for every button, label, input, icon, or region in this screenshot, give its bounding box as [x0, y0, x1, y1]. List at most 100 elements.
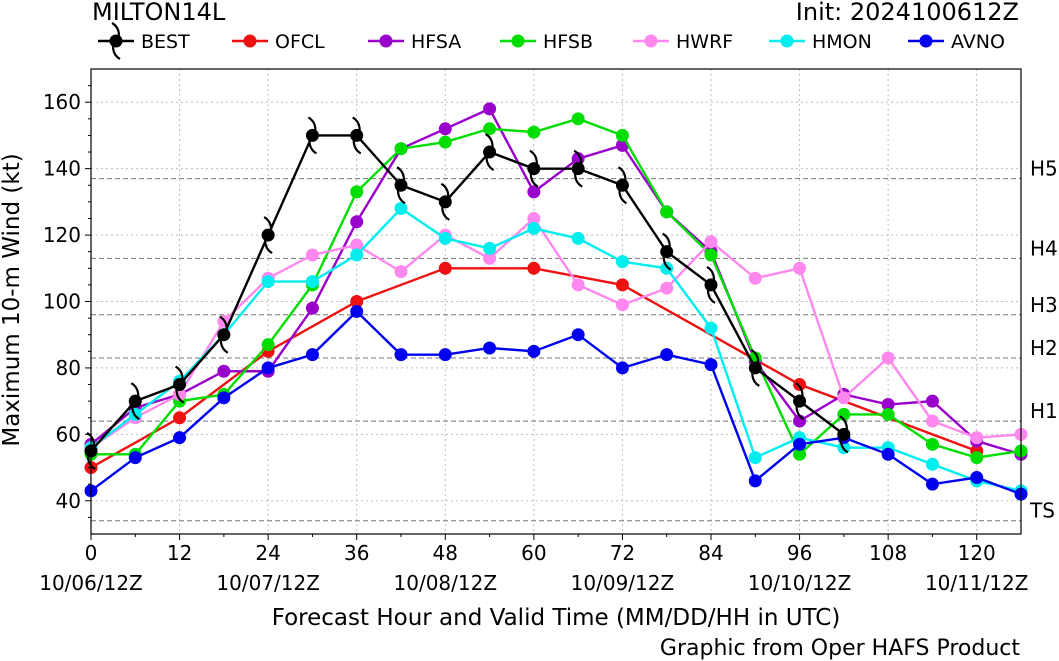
threshold-label: H1	[1030, 399, 1058, 423]
legend-marker	[780, 34, 794, 48]
series-point	[527, 344, 541, 358]
series-point	[704, 358, 718, 372]
series-line	[90, 216, 1022, 449]
series-point	[660, 348, 674, 362]
series-point	[527, 125, 541, 139]
x-date-label: 10/11/12Z	[925, 571, 1029, 595]
legend-item-hfsa: HFSA	[368, 31, 461, 53]
series-point	[704, 321, 718, 335]
x-tick-label: 120	[958, 541, 996, 565]
series-point	[615, 128, 629, 142]
series-point	[527, 221, 541, 235]
legend-marker	[919, 34, 933, 48]
series-point	[350, 304, 364, 318]
series-point	[615, 278, 629, 292]
legend-item-ofcl: OFCL	[232, 31, 325, 53]
series-point	[173, 431, 187, 445]
series-point	[837, 391, 851, 405]
series-point	[128, 451, 142, 465]
series-point	[261, 361, 275, 375]
series-point	[615, 361, 629, 375]
series-point	[793, 447, 807, 461]
threshold-label: H4	[1030, 236, 1058, 260]
series-point	[571, 278, 585, 292]
series-point	[660, 281, 674, 295]
x-axis-label: Forecast Hour and Valid Time (MM/DD/HH i…	[272, 605, 841, 631]
y-tick-label: 60	[56, 422, 81, 446]
series-point	[350, 238, 364, 252]
legend-label: BEST	[141, 31, 190, 53]
series-point	[571, 328, 585, 342]
series-point	[261, 275, 275, 289]
hurricane-symbol-icon	[793, 382, 807, 421]
y-tick-label: 160	[43, 90, 81, 114]
series-point	[305, 248, 319, 262]
series-line	[90, 107, 1022, 456]
series-point	[438, 231, 452, 245]
hurricane-symbol-icon	[217, 315, 231, 354]
x-tick-label: 12	[167, 541, 192, 565]
x-date-label: 10/08/12Z	[394, 571, 498, 595]
series-point	[881, 397, 895, 411]
series-line	[91, 117, 1022, 459]
series-point	[970, 471, 984, 485]
series-point	[217, 364, 231, 378]
legend-label: HFSB	[543, 31, 593, 53]
series-point	[438, 261, 452, 275]
series-point	[925, 457, 939, 471]
storm-name-title: MILTON14L	[92, 0, 226, 26]
y-axis-label: Maximum 10-m Wind (kt)	[0, 153, 25, 446]
y-tick-label: 80	[56, 356, 81, 380]
x-date-label: 10/07/12Z	[216, 571, 320, 595]
series-point	[483, 251, 497, 265]
series-hwrf	[84, 211, 1028, 455]
series-point	[483, 241, 497, 255]
x-date-label: 10/06/12Z	[39, 571, 143, 595]
series-point	[925, 437, 939, 451]
x-tick-label: 96	[787, 541, 812, 565]
series-point	[793, 378, 807, 392]
legend-item-avno: AVNO	[908, 31, 1005, 53]
hurricane-symbol-icon	[128, 382, 142, 421]
series-point	[350, 185, 364, 199]
series-point	[394, 202, 408, 215]
series-point	[615, 298, 629, 312]
x-date-label: 10/10/12Z	[748, 571, 852, 595]
series-point	[394, 265, 408, 279]
legend-label: HWRF	[676, 31, 733, 53]
x-tick-label: 36	[344, 541, 369, 565]
series-point	[438, 135, 452, 149]
series-point	[660, 205, 674, 219]
series-point	[925, 394, 939, 408]
legend-marker	[379, 34, 393, 48]
series-layer	[84, 102, 1028, 501]
legend-label: AVNO	[951, 31, 1005, 53]
threshold-label: TS	[1029, 499, 1055, 523]
series-point	[925, 477, 939, 491]
series-point	[305, 301, 319, 315]
hurricane-symbol-icon	[615, 166, 629, 205]
series-point	[438, 348, 452, 362]
threshold-label: H5	[1030, 157, 1058, 181]
series-point	[970, 451, 984, 465]
y-tick-label: 40	[56, 489, 81, 513]
series-point	[350, 295, 364, 308]
credit-text: Graphic from Oper HAFS Product	[660, 636, 1020, 661]
series-line	[90, 206, 1022, 492]
legend-item-hwrf: HWRF	[633, 31, 733, 53]
series-point	[350, 248, 364, 262]
series-point	[748, 451, 762, 465]
hurricane-symbol-icon	[261, 216, 275, 255]
series-point	[881, 447, 895, 461]
legend-label: HFSA	[411, 31, 461, 53]
hurricane-symbol-icon	[527, 149, 541, 188]
x-tick-label: 108	[869, 541, 907, 565]
series-avno	[84, 304, 1028, 501]
series-line	[90, 134, 845, 452]
x-tick-label: 60	[521, 541, 546, 565]
series-point	[615, 255, 629, 269]
series-point	[438, 122, 452, 136]
x-tick-label: 84	[698, 541, 723, 565]
series-point	[970, 431, 984, 445]
